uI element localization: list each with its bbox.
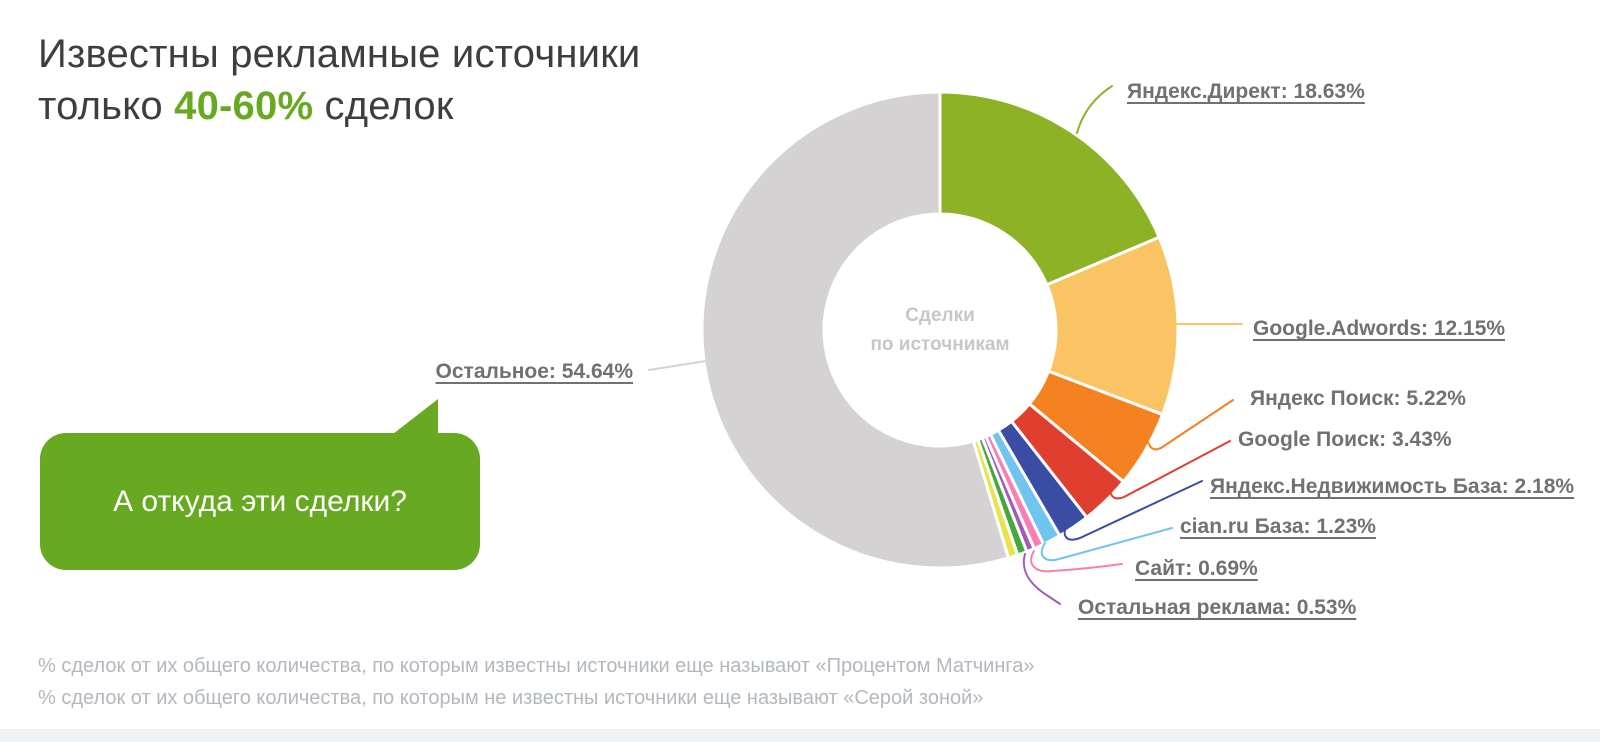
title-line2-suffix: сделок [313,84,454,128]
donut-center-label: Сделки по источникам [780,301,1100,359]
speech-bubble: А откуда эти сделки? [40,399,480,570]
donut-slice-0 [938,90,1162,287]
title-line2-prefix: только [38,84,175,128]
slice-label-google-poisk: Google Поиск: 3.43% [1238,428,1452,451]
page-title: Известны рекламные источники только 40-6… [38,28,640,132]
footnotes: % сделок от их общего количества, по кот… [38,650,1034,714]
speech-bubble-text: А откуда эти сделки? [113,484,407,518]
leader-line-ost-reklama [1022,553,1061,605]
footnote-line1: % сделок от их общего количества, по кот… [38,655,1035,677]
slice-label-sait: Сайт: 0.69% [1135,557,1258,580]
donut-center-label-line2: по источникам [870,334,1010,355]
slice-label-yandex-nedv: Яндекс.Недвижимость База: 2.18% [1210,475,1575,498]
slice-label-ostalnoe: Остальное: 54.64% [435,360,633,383]
donut-center-label-line1: Сделки [905,305,975,326]
slice-label-google-adwords: Google.Adwords: 12.15% [1253,317,1506,340]
leader-line-google-poisk [1100,440,1231,500]
slice-label-cian: cian.ru База: 1.23% [1180,515,1376,538]
leader-line-ostalnoe [648,360,707,371]
leader-line-yandex-nedv [1063,480,1203,541]
title-accent: 40-60% [174,84,314,128]
slice-label-ost-reklama: Остальная реклама: 0.53% [1078,596,1357,619]
slice-label-yandex-direct: Яндекс.Директ: 18.63% [1127,80,1365,103]
bottom-strip [0,729,1600,742]
slice-label-yandex-poisk: Яндекс Поиск: 5.22% [1250,387,1466,410]
leader-line-sait [1030,550,1123,573]
leader-line-yandex-direct [1076,85,1113,134]
page-title-line2: только 40-60% сделок [38,80,640,132]
page-title-line1: Известны рекламные источники [38,32,641,76]
donut-slice-10 [700,90,1011,570]
leader-line-cian [1040,527,1173,562]
footnote-line2: % сделок от их общего количества, по кот… [38,687,984,709]
leader-lines [648,85,1243,605]
leader-line-yandex-poisk [1139,399,1234,451]
donut-slices [700,90,1180,570]
donut-slice-1 [1044,235,1180,417]
